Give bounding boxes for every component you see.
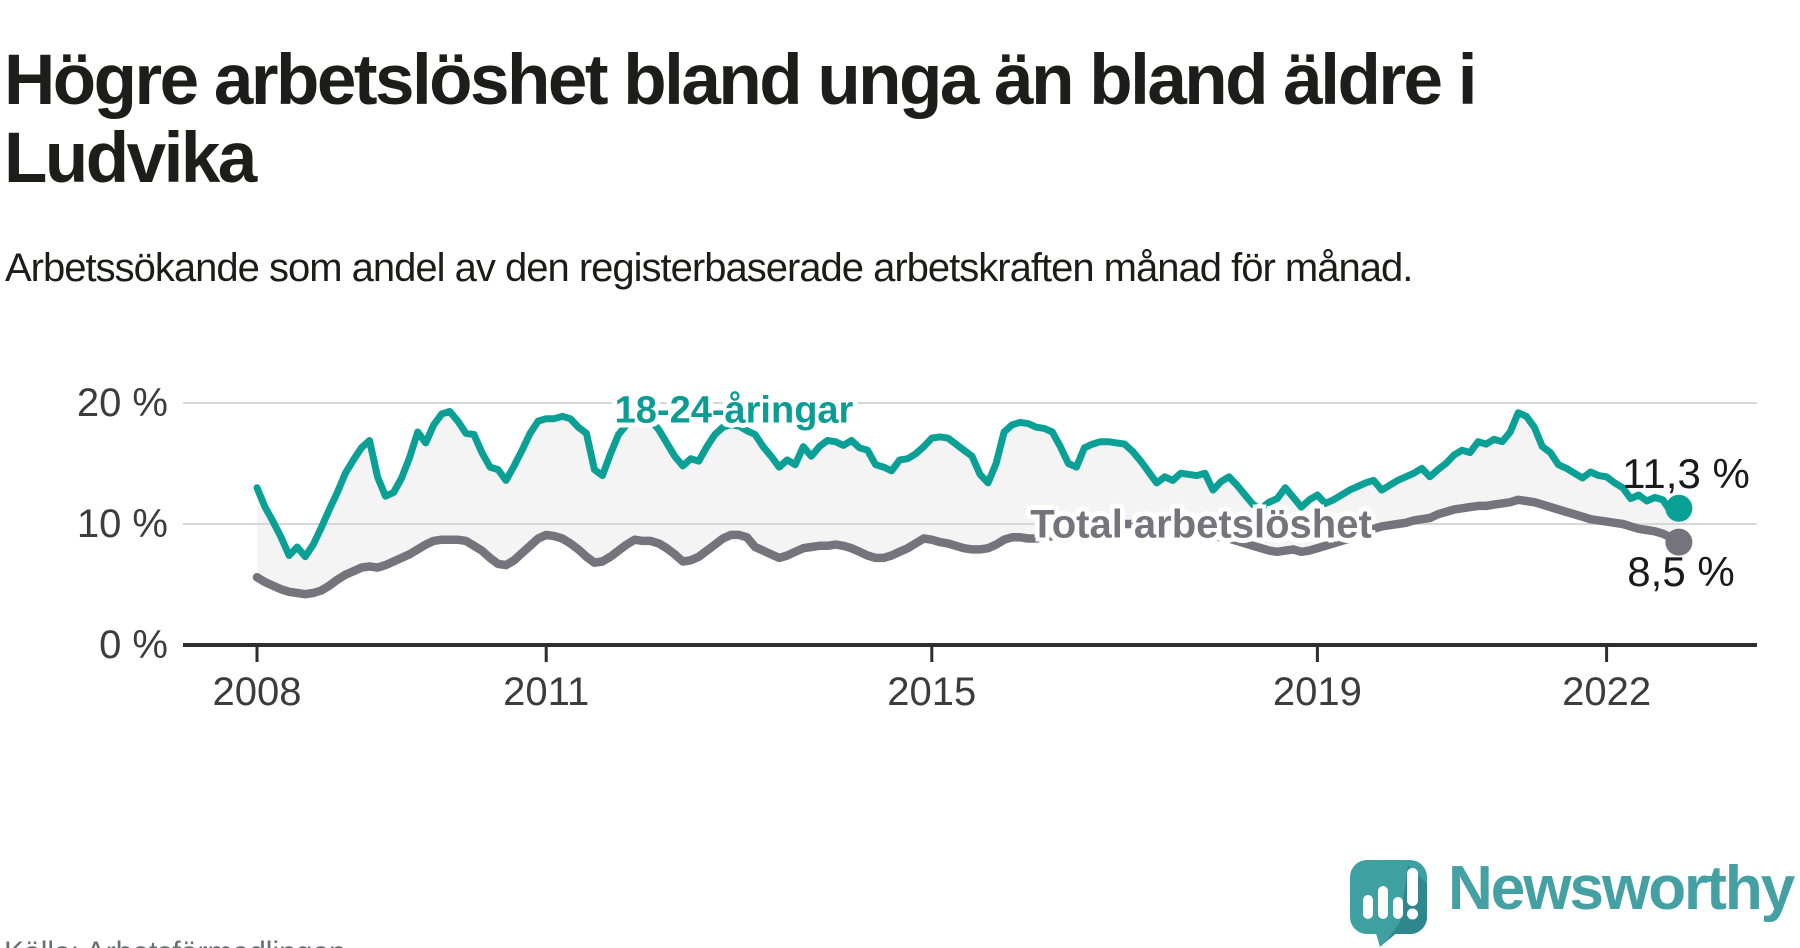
end-dot-young [1665,494,1693,522]
page-title: Högre arbetslöshet bland unga än bland ä… [4,40,1477,198]
y-axis-label-0: 0 % [99,623,168,667]
x-axis-label-2019: 2019 [1272,670,1362,714]
newsworthy-logo-icon [1350,860,1427,947]
logo-bar-2 [1378,886,1388,919]
end-dot-total [1665,528,1693,556]
y-axis-label-10: 10 % [76,502,168,546]
x-axis-label-2022: 2022 [1562,670,1652,714]
brand-wordmark: Newsworthy [1448,854,1795,923]
source-caption: Källa: Arbetsförmedlingen [4,936,346,948]
page-subtitle: Arbetssökande som andel av den registerb… [5,246,1413,290]
series-label-total: Total arbetslöshet [1030,502,1372,547]
band-between-series [257,411,1679,595]
line-total-arbetsloshet [252,495,1684,599]
x-axis-label-2008: 2008 [212,670,302,714]
x-axis-label-2011: 2011 [503,670,590,714]
logo-exclamation-bar [1407,868,1418,906]
logo-exclamation-dot [1407,908,1418,920]
x-axis-label-2015: 2015 [887,670,977,714]
series-label-young: 18-24-åringar [614,389,854,432]
line-18-24-aringar [253,408,1683,561]
logo-bar-3 [1393,897,1403,919]
end-value-label-young: 11,3 % [1622,450,1750,497]
logo-bar-1 [1363,895,1373,919]
end-value-label-total: 8,5 % [1627,548,1735,595]
y-axis-label-20: 20 % [76,381,168,425]
